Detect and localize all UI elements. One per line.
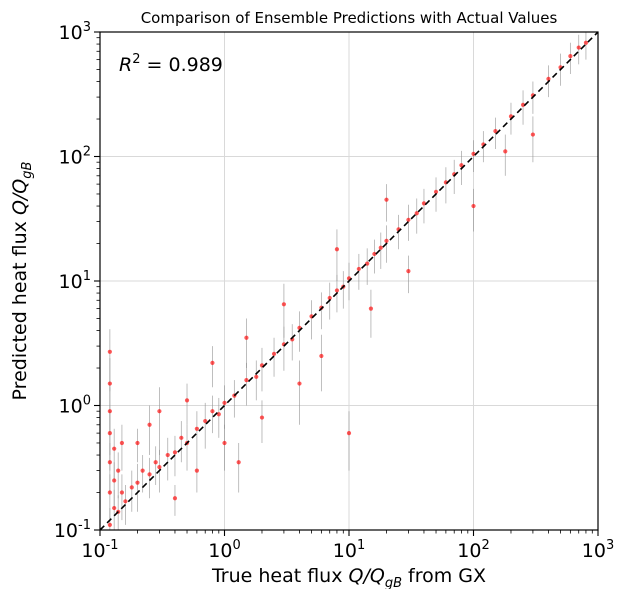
data-point bbox=[107, 409, 112, 414]
data-point bbox=[583, 40, 589, 45]
chart-title: Comparison of Ensemble Predictions with … bbox=[141, 9, 558, 27]
data-point bbox=[129, 485, 134, 490]
data-point bbox=[147, 422, 152, 427]
data-point bbox=[107, 522, 112, 527]
error-bars bbox=[109, 32, 587, 530]
data-point bbox=[271, 351, 277, 356]
data-point bbox=[459, 163, 464, 168]
y-tick-label: 101 bbox=[59, 269, 91, 293]
data-point bbox=[244, 335, 249, 340]
data-point bbox=[327, 295, 332, 301]
data-point bbox=[179, 435, 184, 440]
data-point bbox=[368, 306, 374, 311]
x-tick-label: 101 bbox=[333, 538, 365, 562]
data-point bbox=[319, 353, 324, 359]
data-point bbox=[135, 440, 140, 446]
data-point bbox=[503, 149, 508, 154]
x-tick-label: 100 bbox=[208, 538, 240, 562]
data-point bbox=[119, 440, 125, 446]
data-point bbox=[372, 251, 377, 257]
data-point bbox=[119, 490, 125, 495]
data-point bbox=[471, 203, 476, 209]
data-point bbox=[184, 398, 190, 403]
x-tick-label: 102 bbox=[457, 538, 489, 562]
data-point bbox=[112, 446, 117, 451]
data-point bbox=[384, 197, 389, 202]
data-point bbox=[107, 431, 112, 436]
data-point bbox=[107, 381, 112, 386]
data-point bbox=[433, 189, 439, 194]
x-tick-label: 103 bbox=[582, 538, 614, 562]
data-point bbox=[135, 480, 140, 485]
data-point bbox=[259, 415, 265, 420]
data-point bbox=[384, 238, 389, 243]
data-point bbox=[334, 288, 340, 293]
data-point bbox=[244, 377, 249, 383]
data-point bbox=[414, 211, 419, 216]
y-axis-label: Predicted heat flux Q/QgB bbox=[9, 161, 35, 400]
data-point bbox=[546, 76, 551, 82]
data-point bbox=[222, 440, 227, 446]
data-point bbox=[568, 54, 573, 59]
data-point bbox=[406, 217, 411, 222]
data-point bbox=[112, 478, 117, 483]
data-point bbox=[254, 374, 259, 379]
data-point bbox=[281, 302, 287, 307]
data-point bbox=[297, 381, 302, 386]
y-tick-label: 102 bbox=[59, 145, 91, 169]
data-point bbox=[210, 409, 215, 414]
identity-reference-line bbox=[99, 31, 599, 531]
data-point bbox=[210, 360, 215, 365]
data-point bbox=[153, 460, 158, 465]
data-point bbox=[157, 409, 162, 414]
data-point bbox=[576, 45, 581, 50]
data-point bbox=[157, 465, 162, 470]
data-point bbox=[530, 132, 536, 137]
y-ticks: 10-1 100 101 102 103 bbox=[54, 20, 100, 542]
data-point bbox=[222, 400, 227, 405]
x-ticks: 10-1 100 101 102 103 bbox=[81, 530, 614, 562]
data-points bbox=[107, 40, 589, 527]
data-point bbox=[194, 426, 199, 431]
data-point bbox=[203, 418, 208, 424]
r-squared-annotation: R2 = 0.989 bbox=[119, 52, 223, 76]
data-point bbox=[107, 349, 112, 354]
data-point bbox=[194, 468, 199, 473]
data-point bbox=[356, 266, 361, 272]
y-tick-label: 10-1 bbox=[54, 518, 91, 542]
y-tick-label: 100 bbox=[59, 394, 91, 418]
data-point bbox=[165, 452, 170, 458]
data-point bbox=[493, 128, 498, 134]
data-point bbox=[172, 496, 178, 501]
data-point bbox=[107, 460, 112, 465]
data-point bbox=[116, 468, 121, 473]
data-point bbox=[140, 468, 145, 473]
data-point bbox=[112, 505, 117, 511]
data-point bbox=[147, 472, 152, 477]
data-point bbox=[107, 490, 112, 495]
x-axis-label: True heat flux Q/QgB from GX bbox=[211, 565, 486, 589]
data-point bbox=[378, 245, 383, 250]
data-point bbox=[123, 499, 128, 504]
data-point bbox=[236, 460, 241, 465]
data-point bbox=[334, 247, 340, 252]
x-tick-label: 10-1 bbox=[81, 538, 118, 562]
y-tick-label: 103 bbox=[59, 20, 91, 44]
data-point bbox=[520, 102, 526, 107]
data-point bbox=[346, 431, 352, 436]
data-point bbox=[172, 450, 178, 455]
data-point bbox=[406, 269, 411, 274]
